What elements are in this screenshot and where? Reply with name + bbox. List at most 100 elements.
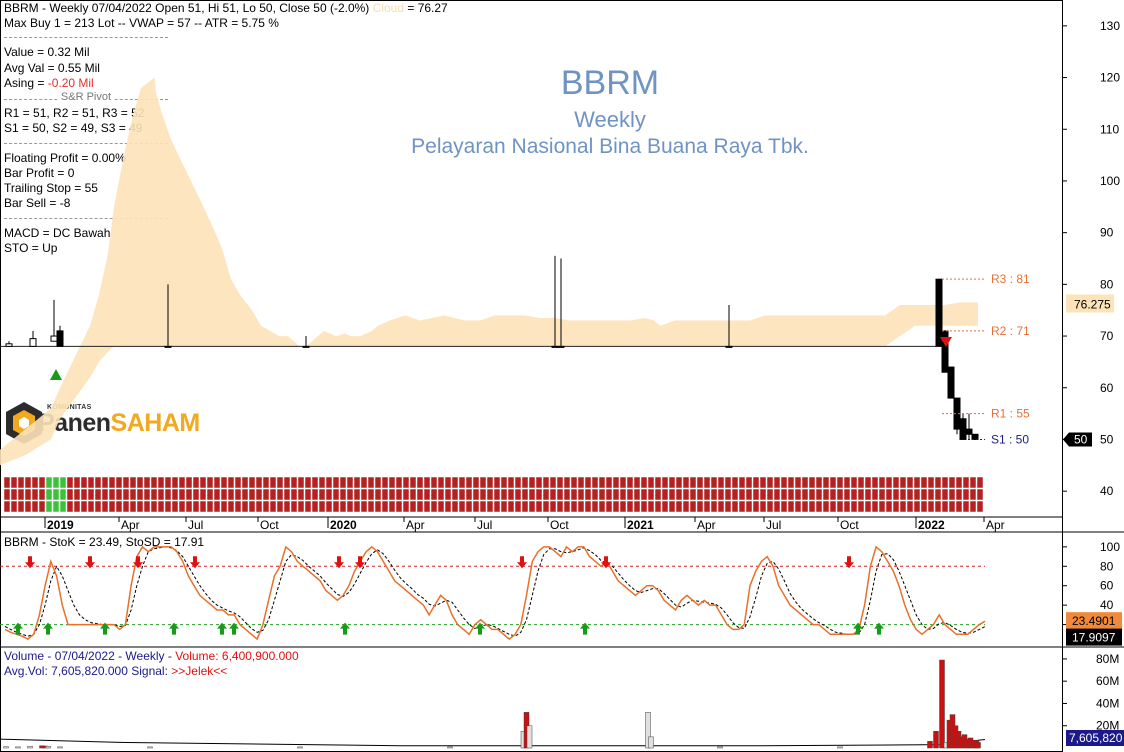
heatmap-cell [458, 500, 466, 513]
heatmap-cell [185, 476, 193, 489]
heatmap-cell [976, 476, 984, 489]
heatmap-cell [94, 500, 102, 513]
heatmap-cell [262, 476, 270, 489]
heatmap-cell [73, 500, 81, 513]
heatmap-cell [59, 500, 67, 513]
heatmap-cell [696, 488, 704, 501]
heatmap-cell [213, 488, 221, 501]
heatmap-cell [969, 488, 977, 501]
heatmap-cell [766, 500, 774, 513]
heatmap-cell [458, 476, 466, 489]
heatmap-cell [927, 500, 935, 513]
heatmap-cell [829, 488, 837, 501]
price-tick-label: 80 [1100, 277, 1114, 291]
heatmap-cell [913, 488, 921, 501]
heatmap-cell [479, 500, 487, 513]
heatmap-cell [17, 488, 25, 501]
heatmap-cell [745, 488, 753, 501]
heatmap-cell [647, 476, 655, 489]
heatmap-cell [199, 500, 207, 513]
sto-buy-arrow [874, 622, 884, 635]
heatmap-cell [143, 476, 151, 489]
heatmap-cell [136, 476, 144, 489]
heatmap-cell [794, 476, 802, 489]
heatmap-cell [192, 500, 200, 513]
sto-title: BBRM - StoK = 23.49, StoSD = 17.91 [4, 535, 204, 549]
heatmap-cell [521, 488, 529, 501]
heatmap-cell [682, 500, 690, 513]
heatmap-cell [283, 500, 291, 513]
heatmap-cell [696, 476, 704, 489]
heatmap-cell [24, 488, 32, 501]
heatmap-cell [668, 500, 676, 513]
heatmap-cell [444, 476, 452, 489]
heatmap-cell [66, 488, 74, 501]
heatmap-cell [647, 488, 655, 501]
heatmap-cell [773, 488, 781, 501]
candle-body [557, 345, 565, 348]
heatmap-cell [654, 488, 662, 501]
stosd-value-badge [1066, 628, 1122, 646]
heatmap-cell [297, 476, 305, 489]
heatmap-cell [507, 476, 515, 489]
volume-tick-label: 40M [1096, 696, 1119, 710]
heatmap-cell [626, 488, 634, 501]
heatmap-cell [234, 476, 242, 489]
candle-body [56, 330, 64, 347]
heatmap-cell [220, 500, 228, 513]
heatmap-cell [248, 488, 256, 501]
heatmap-cell [668, 476, 676, 489]
heatmap-cell [388, 488, 396, 501]
heatmap-cell [87, 476, 95, 489]
heatmap-cell [864, 488, 872, 501]
heatmap-cell [843, 500, 851, 513]
heatmap-cell [290, 476, 298, 489]
heatmap-cell [507, 488, 515, 501]
heatmap-cell [122, 500, 130, 513]
heatmap-cell [171, 500, 179, 513]
heatmap-cell [640, 476, 648, 489]
heatmap-cell [822, 476, 830, 489]
heatmap-cell [353, 476, 361, 489]
heatmap-cell [731, 476, 739, 489]
heatmap-cell [500, 476, 508, 489]
heatmap-cell [332, 500, 340, 513]
heatmap-cell [199, 476, 207, 489]
heatmap-cell [766, 476, 774, 489]
heatmap-cell [934, 488, 942, 501]
ichimoku-cloud [0, 77, 978, 466]
heatmap-cell [409, 500, 417, 513]
candle-body [935, 278, 943, 347]
heatmap-cell [437, 500, 445, 513]
volume-bar [975, 742, 981, 749]
price-tick-label: 130 [1100, 19, 1120, 33]
heatmap-cell [59, 476, 67, 489]
heatmap-cell [682, 476, 690, 489]
heatmap-cell [724, 488, 732, 501]
sto-sell-arrow [601, 556, 611, 569]
heatmap-cell [178, 488, 186, 501]
heatmap-cell [962, 500, 970, 513]
heatmap-cell [493, 476, 501, 489]
time-tick-label: Apr [121, 518, 140, 532]
heatmap-cell [878, 500, 886, 513]
heatmap-cell [731, 488, 739, 501]
heatmap-cell [290, 500, 298, 513]
sto-buy-arrow [475, 622, 485, 635]
sto-sell-arrow [334, 556, 344, 569]
heatmap-cell [108, 488, 116, 501]
heatmap-cell [479, 476, 487, 489]
heatmap-cell [549, 476, 557, 489]
heatmap-cell [234, 488, 242, 501]
signal-heatmap [3, 476, 984, 513]
heatmap-cell [381, 488, 389, 501]
price-tick-label: 40 [1100, 484, 1114, 498]
heatmap-cell [493, 488, 501, 501]
heatmap-cell [563, 488, 571, 501]
heatmap-cell [710, 488, 718, 501]
heatmap-cell [570, 488, 578, 501]
heatmap-cell [787, 500, 795, 513]
heatmap-cell [451, 488, 459, 501]
volume-bar [447, 746, 453, 749]
heatmap-cell [283, 476, 291, 489]
